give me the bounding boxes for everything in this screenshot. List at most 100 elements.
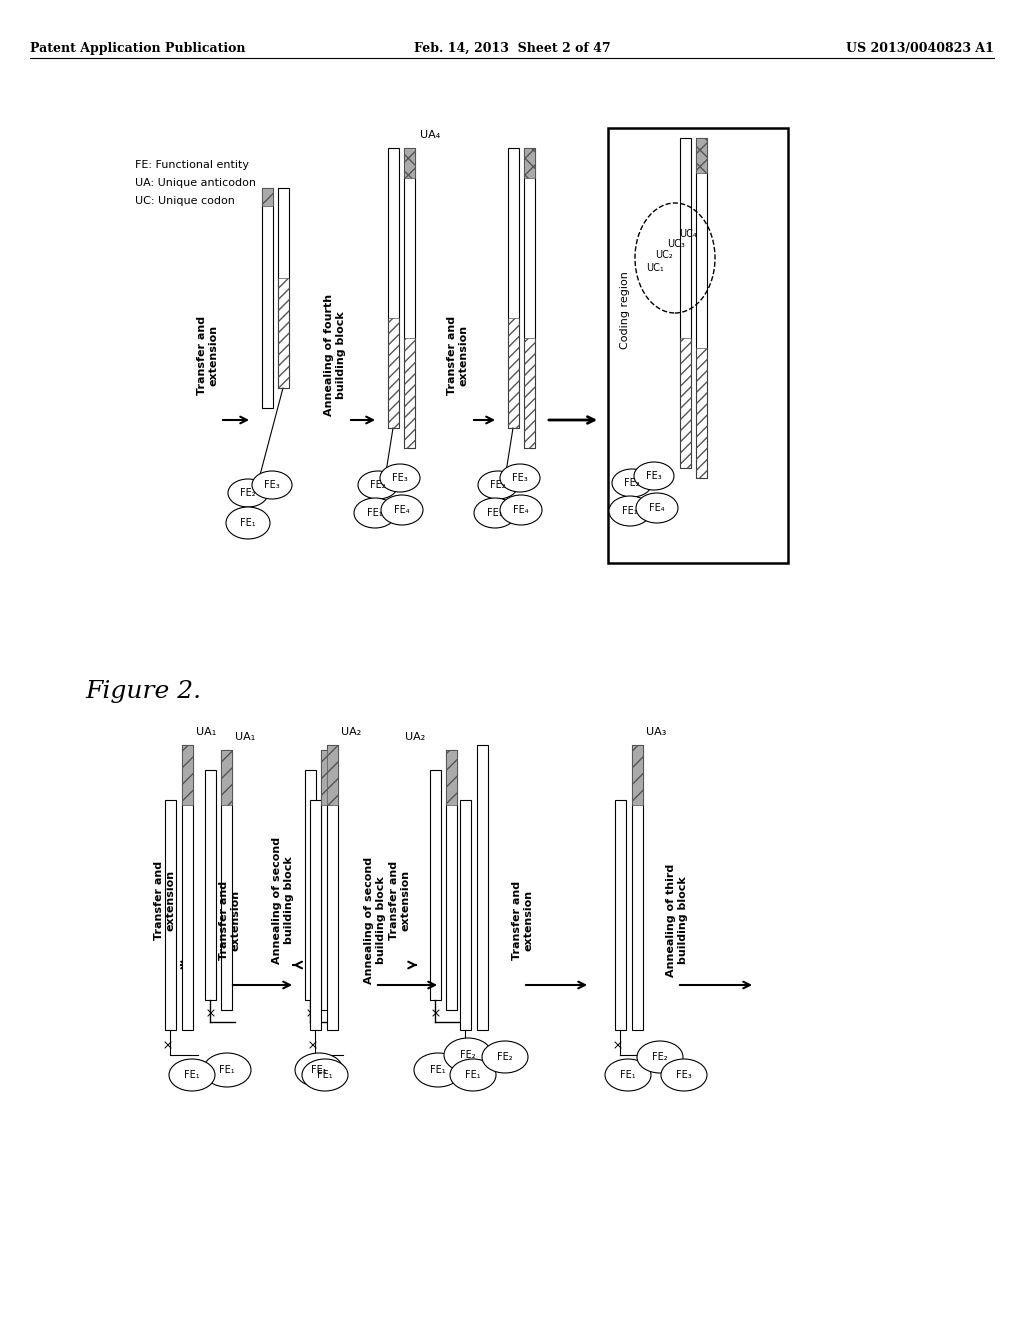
Ellipse shape	[444, 1038, 492, 1072]
Text: Annealing of second
building block: Annealing of second building block	[272, 837, 294, 964]
Text: FE₂: FE₂	[652, 1052, 668, 1063]
Text: UA₄: UA₄	[420, 129, 440, 140]
Ellipse shape	[637, 1041, 683, 1073]
Text: UA₂: UA₂	[406, 733, 425, 742]
Bar	[477, 744, 488, 1030]
Bar	[310, 800, 321, 1030]
Text: Annealing of third
building block: Annealing of third building block	[667, 863, 688, 977]
Ellipse shape	[252, 471, 292, 499]
Text: FE₄: FE₄	[513, 506, 528, 515]
Ellipse shape	[295, 1053, 343, 1086]
Bar	[524, 148, 535, 447]
Bar	[508, 318, 519, 428]
Text: FE₂: FE₂	[490, 480, 506, 490]
Text: UA₁: UA₁	[196, 727, 216, 737]
Bar	[404, 338, 415, 447]
Text: Feb. 14, 2013  Sheet 2 of 47: Feb. 14, 2013 Sheet 2 of 47	[414, 42, 610, 55]
Bar	[305, 770, 316, 1001]
Text: FE₁: FE₁	[219, 1065, 234, 1074]
Bar	[327, 744, 338, 805]
Bar	[404, 148, 415, 447]
Text: UC: Unique codon: UC: Unique codon	[135, 195, 234, 206]
Bar	[165, 800, 176, 1030]
Text: FE₁: FE₁	[184, 1071, 200, 1080]
Ellipse shape	[414, 1053, 462, 1086]
Bar	[608, 128, 788, 564]
Bar	[524, 148, 535, 178]
Text: FE₃: FE₃	[676, 1071, 692, 1080]
Text: Figure 2.: Figure 2.	[85, 680, 201, 704]
Ellipse shape	[354, 498, 396, 528]
Bar	[446, 750, 457, 1010]
Ellipse shape	[478, 471, 518, 499]
Text: UC₃: UC₃	[667, 239, 685, 249]
Bar	[680, 139, 691, 469]
Text: FE₃: FE₃	[264, 480, 280, 490]
Text: Transfer and
extension: Transfer and extension	[198, 315, 219, 395]
Ellipse shape	[612, 469, 652, 498]
Bar	[404, 148, 415, 178]
Bar	[524, 338, 535, 447]
Text: FE: Functional entity: FE: Functional entity	[135, 160, 249, 170]
Text: Transfer and
extension: Transfer and extension	[389, 861, 411, 940]
Text: Patent Application Publication: Patent Application Publication	[30, 42, 246, 55]
Bar	[262, 187, 273, 408]
Ellipse shape	[302, 1059, 348, 1092]
Text: Transfer and
extension: Transfer and extension	[447, 315, 469, 395]
Ellipse shape	[482, 1041, 528, 1073]
Ellipse shape	[605, 1059, 651, 1092]
Ellipse shape	[450, 1059, 496, 1092]
Bar	[632, 744, 643, 805]
Text: FE₂: FE₂	[241, 488, 256, 498]
Ellipse shape	[169, 1059, 215, 1092]
Bar	[321, 750, 332, 1010]
Text: Transfer and
extension: Transfer and extension	[512, 880, 534, 960]
Ellipse shape	[228, 479, 268, 507]
Bar	[696, 348, 707, 478]
Text: UA₂: UA₂	[341, 727, 361, 737]
Text: FE₁: FE₁	[311, 1065, 327, 1074]
Bar	[696, 139, 707, 173]
Text: FE₁: FE₁	[623, 506, 638, 516]
Text: Annealing of fourth
building block: Annealing of fourth building block	[325, 294, 346, 416]
Bar	[508, 148, 519, 428]
Text: FE₁: FE₁	[465, 1071, 481, 1080]
Bar	[221, 750, 232, 805]
Text: FE₁: FE₁	[621, 1071, 636, 1080]
Text: Annealing of second
building block: Annealing of second building block	[365, 857, 386, 983]
Text: UC₄: UC₄	[679, 228, 697, 239]
Ellipse shape	[203, 1053, 251, 1086]
Bar	[696, 139, 707, 478]
Text: FE₂: FE₂	[498, 1052, 513, 1063]
Ellipse shape	[500, 465, 540, 492]
Ellipse shape	[636, 492, 678, 523]
Text: US 2013/0040823 A1: US 2013/0040823 A1	[846, 42, 994, 55]
Ellipse shape	[500, 495, 542, 525]
Bar	[388, 318, 399, 428]
Bar	[182, 744, 193, 1030]
Text: FE₂: FE₂	[625, 478, 640, 488]
Text: Coding region: Coding region	[620, 271, 630, 348]
Text: Transfer and
extension: Transfer and extension	[155, 861, 176, 940]
Ellipse shape	[474, 498, 516, 528]
Bar	[446, 750, 457, 805]
Bar	[680, 338, 691, 469]
Text: UA₃: UA₃	[646, 727, 667, 737]
Bar	[205, 770, 216, 1001]
Ellipse shape	[609, 496, 651, 525]
Bar	[388, 148, 399, 428]
Text: FE₂: FE₂	[371, 480, 386, 490]
Text: FE₄: FE₄	[394, 506, 410, 515]
Text: FE₃: FE₃	[646, 471, 662, 480]
Bar	[327, 744, 338, 1030]
Text: FE₃: FE₃	[512, 473, 528, 483]
Text: UC₂: UC₂	[655, 249, 673, 260]
Text: FE₃: FE₃	[392, 473, 408, 483]
Text: FE₁: FE₁	[241, 517, 256, 528]
Bar	[460, 800, 471, 1030]
Bar	[278, 279, 289, 388]
Bar	[632, 744, 643, 1030]
Ellipse shape	[226, 507, 270, 539]
Text: UA: Unique anticodon: UA: Unique anticodon	[135, 178, 256, 187]
Bar	[615, 800, 626, 1030]
